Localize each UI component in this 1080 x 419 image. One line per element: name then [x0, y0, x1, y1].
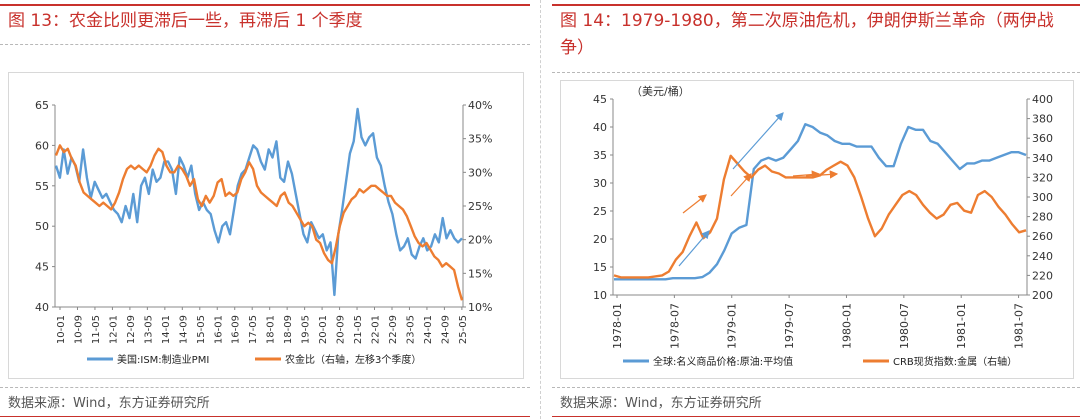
figure-title: 图 13：农金比则更滞后一些，再滞后 1 个季度	[8, 11, 363, 31]
legend-label: 美国:ISM:制造业PMI	[117, 353, 209, 366]
x-tick-label: 22-09	[388, 315, 399, 344]
y-left-tick-label: 60	[35, 139, 49, 152]
title-rule	[552, 4, 1080, 6]
y-left-tick-label: 50	[35, 220, 49, 233]
trend-arrow-annotation	[805, 170, 839, 179]
series-line-left	[54, 107, 463, 297]
y-left-tick-label: 40	[593, 121, 607, 134]
x-tick-label: 1981-01	[955, 303, 968, 349]
x-tick-label: 1979-07	[783, 303, 796, 349]
bottom-rule	[552, 416, 1080, 417]
y-right-tick-label: 220	[1032, 269, 1053, 282]
source-text: 数据来源：Wind，东方证券研究所	[8, 396, 210, 411]
x-tick-label: 1979-01	[726, 303, 739, 349]
y-right-tick-label: 25%	[468, 200, 492, 213]
legend-label: 农金比（右轴，左移3个季度）	[285, 353, 421, 366]
x-tick-label: 24-01	[423, 315, 434, 344]
x-tick-label: 1981-07	[1013, 303, 1026, 349]
title-divider	[0, 44, 530, 45]
x-tick-label: 1980-01	[840, 303, 853, 349]
x-tick-label: 16-09	[231, 315, 242, 344]
bottom-rule	[0, 416, 530, 417]
x-tick-label: 11-05	[91, 315, 102, 344]
x-tick-label: 17-05	[248, 315, 259, 344]
legend-label: 全球:名义商品价格:原油:平均值	[653, 355, 793, 368]
series-line-left	[614, 123, 1027, 281]
pmi-farm-loan-chart: 65 60 55 50 45 40 40% 35% 30% 25% 20% 15% 10% 10-01 10…	[35, 99, 492, 366]
x-tick-label: 12-09	[126, 315, 137, 344]
x-tick-label: 18-01	[266, 315, 277, 344]
trend-arrow-annotation	[792, 170, 821, 179]
title-rule	[0, 4, 530, 6]
x-tick-label: 19-05	[301, 315, 312, 344]
y-right-tick-label: 400	[1032, 93, 1053, 106]
x-tick-label: 24-09	[440, 315, 451, 344]
y-right-tick-label: 200	[1032, 289, 1053, 302]
panel-separator	[540, 0, 541, 419]
y-right-tick-label: 40%	[468, 99, 492, 112]
y-left-tick-label: 45	[593, 93, 607, 106]
y-left-tick-label: 55	[35, 180, 49, 193]
trend-arrow-annotation	[678, 230, 710, 267]
source-divider	[552, 387, 1080, 388]
y-right-tick-label: 360	[1032, 132, 1053, 145]
trend-arrow-annotation	[732, 112, 784, 170]
y-left-unit-label: （美元/桶）	[631, 84, 690, 98]
figure-14-panel: 图 14：1979-1980，第二次原油危机，伊朗伊斯兰革命（两伊战争） 45 4…	[552, 0, 1080, 419]
y-right-tick-label: 30%	[468, 166, 492, 179]
y-right-tick-label: 320	[1032, 171, 1053, 184]
x-tick-label: 1978-01	[611, 303, 624, 349]
x-tick-label: 13-05	[143, 315, 154, 344]
y-right-tick-label: 380	[1032, 113, 1053, 126]
x-tick-label: 20-01	[318, 315, 329, 344]
x-tick-label: 18-09	[283, 315, 294, 344]
y-right-tick-label: 300	[1032, 191, 1053, 204]
y-left-tick-label: 10	[593, 289, 607, 302]
x-tick-label: 12-01	[108, 315, 119, 344]
figure-title: 图 14：1979-1980，第二次原油危机，伊朗伊斯兰革命（两伊战争）	[560, 11, 1054, 58]
x-tick-label: 15-05	[196, 315, 207, 344]
y-left-tick-label: 65	[35, 99, 49, 112]
y-right-tick-label: 10%	[468, 301, 492, 314]
y-left-tick-label: 30	[593, 177, 607, 190]
x-tick-label: 10-09	[73, 315, 84, 344]
y-right-tick-label: 340	[1032, 152, 1053, 165]
y-right-tick-label: 260	[1032, 230, 1053, 243]
y-left-tick-label: 15	[593, 261, 607, 274]
y-left-tick-label: 20	[593, 233, 607, 246]
title-divider	[552, 72, 1080, 73]
oil-crb-chart: 45 40 35 30 25 20 15 10 400 380 360 340 320 300 280 260…	[593, 84, 1053, 368]
source-text: 数据来源：Wind，东方证券研究所	[560, 396, 762, 411]
y-left-tick-label: 45	[35, 261, 49, 274]
x-tick-label: 23-05	[405, 315, 416, 344]
x-tick-label: 14-01	[161, 315, 172, 344]
trend-arrow-annotation	[682, 194, 707, 214]
y-left-tick-label: 40	[35, 301, 49, 314]
x-tick-label: 10-01	[56, 315, 67, 344]
y-right-tick-label: 20%	[468, 234, 492, 247]
x-tick-label: 21-05	[353, 315, 364, 344]
x-tick-label: 16-01	[213, 315, 224, 344]
y-right-tick-label: 15%	[468, 267, 492, 280]
x-tick-label: 1978-07	[668, 303, 681, 349]
y-left-tick-label: 35	[593, 149, 607, 162]
x-tick-label: 14-09	[178, 315, 189, 344]
source-divider	[0, 387, 530, 388]
legend-label: CRB现货指数:金属（右轴）	[893, 355, 1017, 368]
y-right-tick-label: 280	[1032, 211, 1053, 224]
trend-arrow-annotation	[730, 173, 752, 197]
x-tick-label: 25-05	[458, 315, 469, 344]
y-right-tick-label: 35%	[468, 133, 492, 146]
chart-frame: 45 40 35 30 25 20 15 10 400 380 360 340 320 300 280 260…	[560, 80, 1074, 379]
chart-frame: 65 60 55 50 45 40 40% 35% 30% 25% 20% 15% 10% 10-01 10…	[8, 72, 524, 379]
series-line-right	[54, 144, 464, 301]
x-tick-label: 20-09	[336, 315, 347, 344]
series-line-right	[613, 154, 1027, 279]
y-right-tick-label: 240	[1032, 250, 1053, 263]
x-tick-label: 22-01	[371, 315, 382, 344]
y-left-tick-label: 25	[593, 205, 607, 218]
figure-13-panel: 图 13：农金比则更滞后一些，再滞后 1 个季度 65 60 55 50 45 40 40%…	[0, 0, 530, 419]
x-tick-label: 1980-07	[898, 303, 911, 349]
